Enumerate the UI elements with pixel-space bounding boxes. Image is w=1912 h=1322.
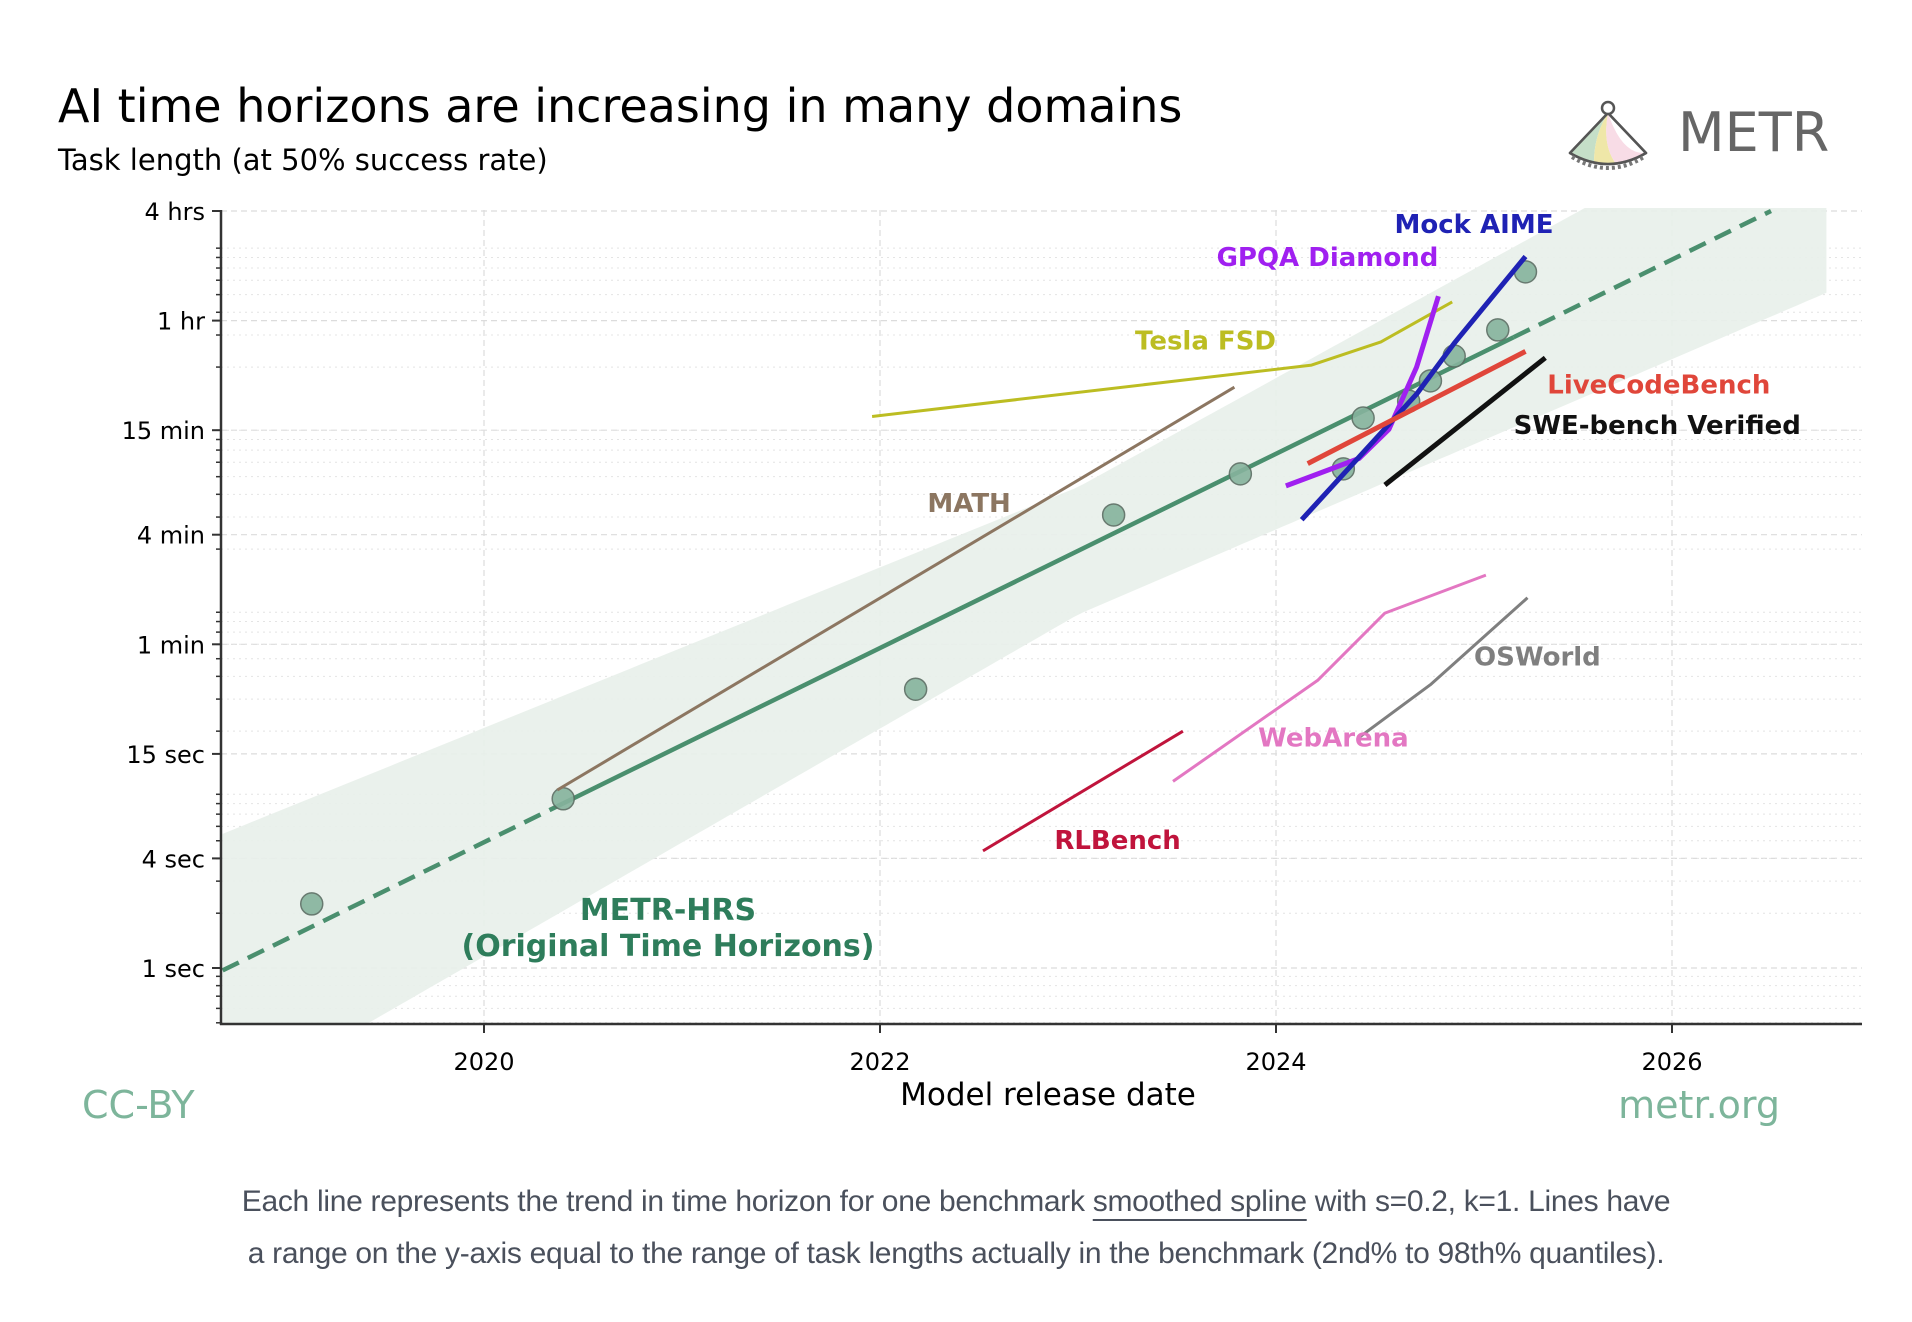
x-tick-label: 2020 xyxy=(453,1048,514,1076)
chart-title: AI time horizons are increasing in many … xyxy=(58,79,1182,133)
series-label-livecodebench: LiveCodeBench xyxy=(1547,371,1770,401)
series-label-rlbench: RLBench xyxy=(1054,826,1180,856)
y-tick-label: 1 min xyxy=(137,631,205,659)
y-tick-label: 4 hrs xyxy=(145,198,205,226)
chart-subtitle: Task length (at 50% success rate) xyxy=(57,143,548,177)
metr-hrs-label-line2: (Original Time Horizons) xyxy=(462,929,875,964)
series-line-webarena xyxy=(1172,573,1487,783)
plot-area: 2020 2022 2024 2026 1 sec 4 sec 15 sec 1 min 4 … xyxy=(122,198,1862,1076)
metr-trend-line xyxy=(221,208,1772,973)
series-line-math xyxy=(556,385,1236,792)
metr-confidence-band xyxy=(222,208,1827,1024)
axes xyxy=(219,210,1862,1026)
caption-text: with s=0.2, k=1. Lines have xyxy=(1306,1185,1671,1218)
x-tick-label: 2024 xyxy=(1245,1048,1306,1076)
series-label-swe-bench-verified: SWE-bench Verified xyxy=(1514,411,1801,441)
metr-trend-dashed-left xyxy=(221,801,565,973)
series-line-osworld xyxy=(1358,596,1529,739)
metr-data-point xyxy=(1228,462,1253,486)
metr-data-point xyxy=(299,892,324,916)
series-line-mock-aime xyxy=(1299,254,1528,522)
series-label-gpqa-diamond: GPQA Diamond xyxy=(1217,243,1439,273)
metr-data-point xyxy=(903,677,928,701)
series-label-tesla-fsd: Tesla FSD xyxy=(1135,326,1276,356)
metr-data-point xyxy=(1486,318,1510,342)
x-tick-label: 2022 xyxy=(849,1048,910,1076)
y-tick-label: 1 sec xyxy=(142,955,205,983)
x-axis-label: Model release date xyxy=(900,1077,1196,1113)
y-tick-label: 4 min xyxy=(137,522,205,550)
license-label: CC-BY xyxy=(82,1083,195,1127)
metr-trend-dashed-right xyxy=(1512,208,1772,340)
caption-text: Each line represents the trend in time h… xyxy=(241,1185,1093,1218)
series-line-rlbench xyxy=(982,729,1184,853)
series-label-math: MATH xyxy=(927,489,1010,519)
smoothed-spline-link[interactable]: smoothed spline xyxy=(1092,1185,1307,1218)
caption: Each line represents the trend in time h… xyxy=(0,1176,1912,1280)
series-line-tesla-fsd xyxy=(871,300,1453,418)
x-tick-label: 2026 xyxy=(1641,1048,1702,1076)
metr-data-points xyxy=(299,260,1538,916)
y-tick-label: 15 min xyxy=(122,417,205,445)
y-tick-label: 4 sec xyxy=(142,845,205,873)
metr-logo: METR xyxy=(1568,100,1829,170)
benchmark-series xyxy=(556,254,1547,853)
y-axis-ticks: 1 sec 4 sec 15 sec 1 min 4 min 15 min 1 hr 4 hr… xyxy=(122,198,221,1024)
caption-line-1: Each line represents the trend in time h… xyxy=(0,1176,1912,1228)
metr-data-point xyxy=(1101,503,1126,527)
metr-hrs-label-line1: METR-HRS xyxy=(580,893,756,928)
series-line-livecodebench xyxy=(1306,349,1527,466)
metr-data-point xyxy=(551,787,575,811)
brand-name: METR xyxy=(1678,101,1829,164)
x-axis-ticks: 2020 2022 2024 2026 xyxy=(453,1024,1703,1076)
y-tick-label: 1 hr xyxy=(157,308,205,336)
site-label: metr.org xyxy=(1618,1083,1780,1127)
y-tick-label: 15 sec xyxy=(126,741,205,769)
caption-line-2: a range on the y-axis equal to the range… xyxy=(247,1237,1665,1270)
pendulum-fan-logo-icon xyxy=(1568,100,1648,170)
series-label-osworld: OSWorld xyxy=(1474,642,1601,672)
series-line-gpqa-diamond xyxy=(1285,295,1441,489)
series-label-webarena: WebArena xyxy=(1258,723,1409,753)
series-label-mock-aime: Mock AIME xyxy=(1395,210,1554,240)
series-line-swe-bench-verified xyxy=(1383,355,1547,487)
metr-data-point xyxy=(1351,406,1375,430)
